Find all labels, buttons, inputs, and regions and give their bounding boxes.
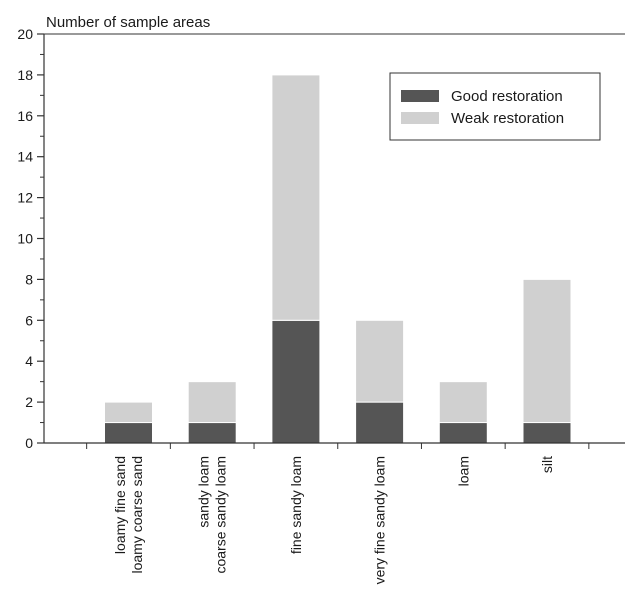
bar-segment-weak xyxy=(104,401,153,424)
x-category-label: loamy fine sand xyxy=(112,456,128,554)
x-category-label: silt xyxy=(539,456,555,473)
y-tick-label: 8 xyxy=(25,271,33,287)
y-tick-label: 18 xyxy=(17,67,33,83)
bar-segment-weak xyxy=(187,381,237,424)
x-category-label: loam xyxy=(455,456,471,486)
x-category-label: fine sandy loam xyxy=(288,456,304,554)
y-tick-label: 16 xyxy=(17,108,33,124)
bar-segment-weak xyxy=(438,381,488,424)
x-axis-category-labels: loamy fine sand loamy coarse sand sandy lo… xyxy=(112,456,555,585)
y-tick-label: 4 xyxy=(25,353,33,369)
y-tick-label: 10 xyxy=(17,231,33,247)
x-axis-ticks xyxy=(86,443,590,449)
legend-box xyxy=(389,72,601,141)
x-category-label: coarse sandy loam xyxy=(213,456,229,574)
bar-segment-weak xyxy=(522,278,572,424)
legend-swatch-good xyxy=(401,90,439,102)
legend-label-weak: Weak restoration xyxy=(451,110,564,127)
y-tick-label: 14 xyxy=(17,149,33,165)
bar-segment-weak xyxy=(271,74,321,321)
x-category-label: loamy coarse sand xyxy=(129,456,145,574)
y-tick-label: 20 xyxy=(17,26,33,42)
x-category-label: very fine sandy loam xyxy=(372,456,388,584)
legend-swatch-weak xyxy=(401,112,439,124)
y-axis-title: Number of sample areas xyxy=(46,14,210,31)
y-axis-ticks: 0 2 4 6 8 10 12 14 16 18 20 xyxy=(17,26,44,451)
y-tick-label: 6 xyxy=(25,312,33,328)
y-tick-label: 12 xyxy=(17,190,33,206)
bar-segment-good xyxy=(522,422,572,444)
bar-segment-good xyxy=(187,422,237,444)
bar-segment-good xyxy=(104,422,153,444)
bar-segment-good xyxy=(271,319,321,444)
x-category-label: sandy loam xyxy=(196,456,212,528)
bar-segment-weak xyxy=(355,319,405,403)
legend-label-good: Good restoration xyxy=(451,88,563,105)
bar-segment-good xyxy=(355,401,405,444)
bars-layer xyxy=(104,74,572,444)
legend: Good restoration Weak restoration xyxy=(389,72,601,141)
y-tick-label: 0 xyxy=(25,435,33,451)
bar-segment-good xyxy=(438,422,488,444)
y-tick-label: 2 xyxy=(25,394,33,410)
